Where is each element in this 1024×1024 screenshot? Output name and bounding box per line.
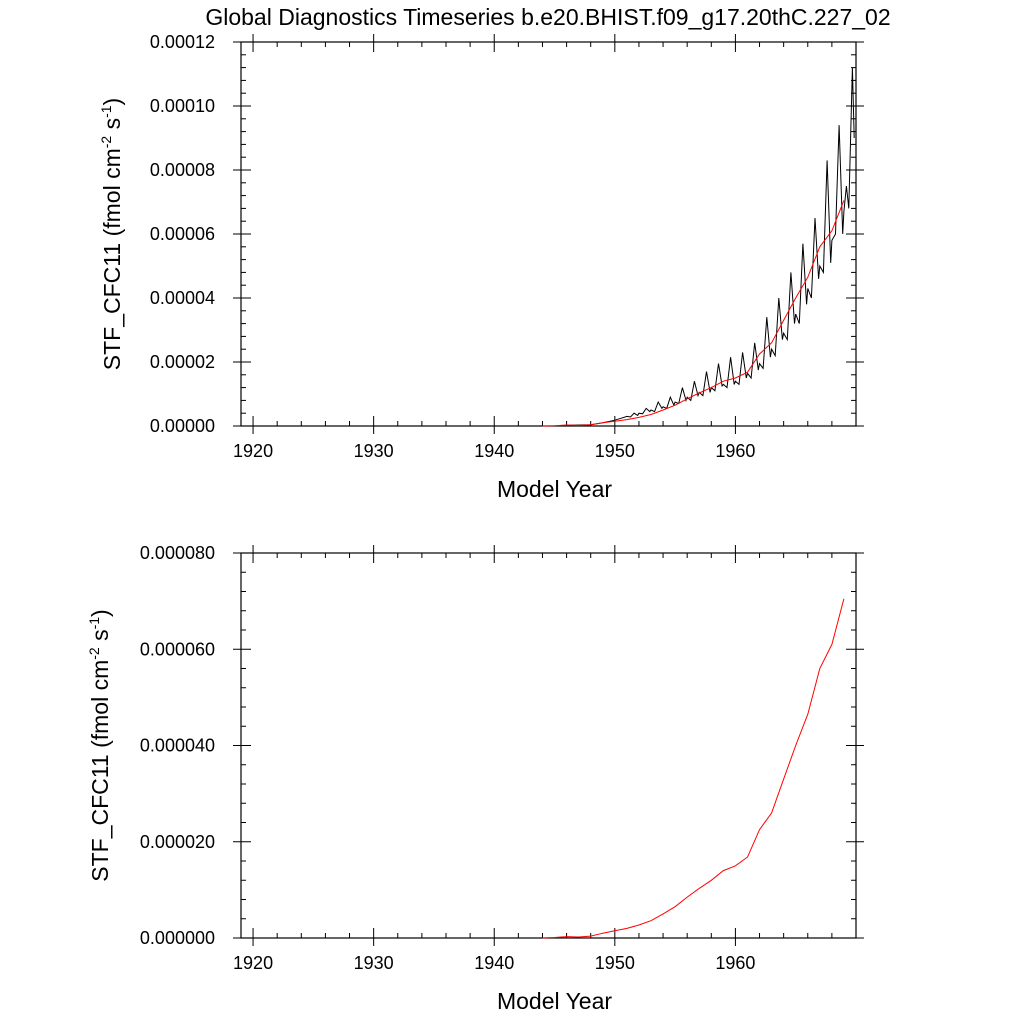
y-tick-label: 0.000080: [140, 543, 215, 563]
y-tick-label: 0.000000: [140, 928, 215, 948]
y-tick-label: 0.00002: [150, 352, 215, 372]
y-tick-label: 0.000040: [140, 736, 215, 756]
y-tick-label: 0.00008: [150, 160, 215, 180]
x-tick-label: 1920: [233, 441, 273, 461]
x-axis-title: Model Year: [497, 988, 612, 1014]
x-tick-label: 1960: [715, 441, 755, 461]
annual-mean-line: [542, 200, 845, 427]
bottom-chart-panel: 1920 1930 1940 1950 1960 0.000000 0.000020 0.00…: [86, 543, 864, 1014]
annual-mean-line: [542, 598, 845, 939]
x-tick-label: 1930: [354, 953, 394, 973]
x-tick-label: 1950: [595, 441, 635, 461]
y-axis-title: STF_CFC11 (fmol cm-2 s-1): [86, 609, 113, 881]
top-chart-panel: 1920 1930 1940 1950 1960 0.00000 0.00002 0.0000…: [98, 32, 864, 502]
y-tick-label: 0.000020: [140, 832, 215, 852]
y-tick-label: 0.00006: [150, 224, 215, 244]
x-tick-label: 1940: [474, 953, 514, 973]
plot-frame: [240, 552, 857, 939]
y-tick-label: 0.000060: [140, 639, 215, 659]
figure-title: Global Diagnostics Timeseries b.e20.BHIS…: [205, 4, 890, 30]
y-axis-title: STF_CFC11 (fmol cm-2 s-1): [98, 98, 125, 370]
y-tick-label: 0.00012: [150, 32, 215, 52]
x-tick-label: 1920: [233, 953, 273, 973]
y-tick-label: 0.00004: [150, 288, 215, 308]
monthly-series-line: [241, 67, 855, 427]
x-tick-label: 1960: [715, 953, 755, 973]
plot-frame: [240, 41, 857, 427]
x-tick-label: 1940: [474, 441, 514, 461]
y-tick-label: 0.00010: [150, 96, 215, 116]
y-tick-label: 0.00000: [150, 416, 215, 436]
x-tick-label: 1930: [354, 441, 394, 461]
x-axis-title: Model Year: [497, 476, 612, 502]
x-tick-label: 1950: [595, 953, 635, 973]
